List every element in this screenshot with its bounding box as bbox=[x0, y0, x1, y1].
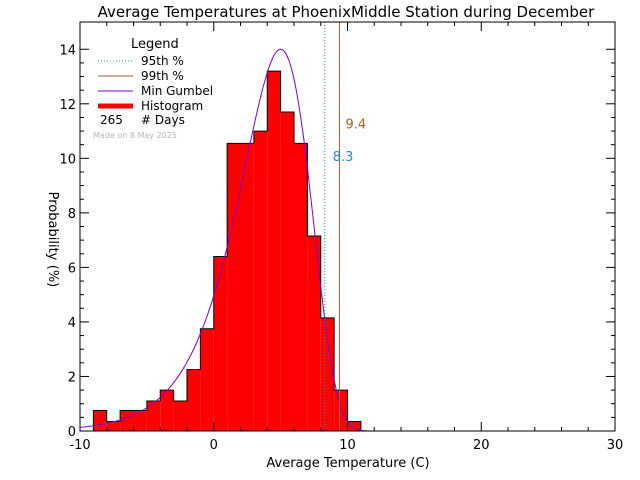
y-axis-unit-label: (%) bbox=[45, 265, 60, 288]
histogram-bar bbox=[307, 236, 321, 431]
x-axis-label: Average Temperature (C) bbox=[266, 456, 429, 471]
histogram-bar bbox=[334, 390, 348, 431]
histogram-bar bbox=[187, 369, 201, 431]
histogram-bar bbox=[93, 410, 107, 431]
histogram-bar bbox=[160, 390, 174, 431]
histogram-bar bbox=[120, 410, 134, 431]
legend-title: Legend bbox=[131, 37, 179, 52]
percentile-95-label: 8.3 bbox=[333, 150, 354, 165]
y-axis-label: Probability bbox=[45, 192, 60, 261]
histogram-bar bbox=[294, 143, 308, 431]
x-tick-label: 30 bbox=[607, 438, 624, 453]
y-tick-label: 4 bbox=[68, 316, 76, 331]
histogram-bar bbox=[146, 401, 161, 431]
legend-label-gumbel: Min Gumbel bbox=[141, 84, 213, 98]
percentile-99-label: 9.4 bbox=[345, 117, 366, 132]
y-tick-label: 2 bbox=[68, 370, 76, 385]
y-tick-label: 14 bbox=[59, 43, 76, 58]
y-tick-label: 8 bbox=[68, 207, 76, 222]
x-tick-label: -10 bbox=[69, 438, 90, 453]
legend-days-label: # Days bbox=[141, 113, 185, 127]
histogram-bar bbox=[213, 256, 228, 431]
histogram-bar bbox=[227, 143, 241, 431]
histogram-bar bbox=[133, 410, 147, 431]
histogram-bar bbox=[240, 143, 254, 431]
legend-label-99th: 99th % bbox=[141, 69, 184, 83]
histogram-bar bbox=[253, 131, 268, 432]
x-tick-label: 20 bbox=[473, 438, 490, 453]
histogram-bar bbox=[280, 111, 294, 431]
legend-label-histogram: Histogram bbox=[141, 99, 203, 113]
made-on-note: Made on 8 May 2025 bbox=[93, 131, 177, 140]
x-tick-label: 10 bbox=[339, 438, 356, 453]
histogram-bar bbox=[200, 328, 214, 431]
legend-days-count: 265 bbox=[100, 113, 123, 127]
y-tick-label: 10 bbox=[59, 152, 76, 167]
x-tick-label: 0 bbox=[210, 438, 218, 453]
histogram-bar bbox=[320, 317, 335, 431]
histogram-bar bbox=[267, 71, 281, 431]
histogram-bar bbox=[106, 421, 121, 431]
y-tick-label: 12 bbox=[59, 98, 76, 113]
histogram-outline bbox=[92, 70, 362, 431]
legend: Legend 95th % 99th % Min Gumbel Histogra… bbox=[93, 37, 213, 140]
legend-label-95th: 95th % bbox=[141, 54, 184, 68]
y-tick-label: 0 bbox=[68, 425, 76, 440]
histogram-bar bbox=[347, 421, 361, 431]
histogram-bar bbox=[173, 401, 187, 431]
y-tick-label: 6 bbox=[68, 261, 76, 276]
chart-title: Average Temperatures at PhoenixMiddle St… bbox=[98, 3, 596, 21]
